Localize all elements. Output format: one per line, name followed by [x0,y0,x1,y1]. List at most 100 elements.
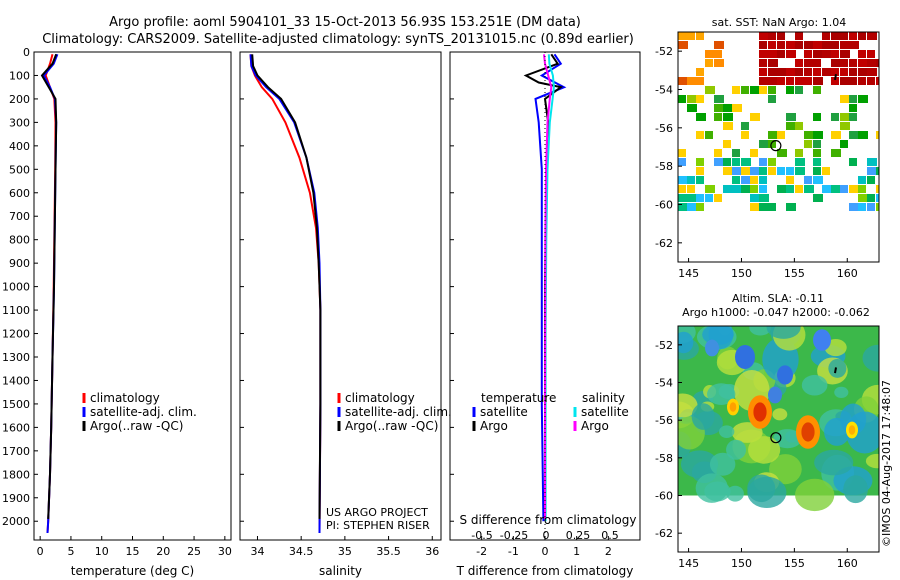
sst-cell [831,68,839,76]
sst-cell [813,41,823,49]
sst-cell [768,68,778,76]
sst-cell [768,95,776,103]
sst-map-panel: 145 150 155 160 -52 -54 -56 -58 -60 -62 sat. SST: … [655,16,880,280]
legend-label: satellite-adj. clim. [345,405,452,419]
sst-cell [714,149,722,157]
sla-low [735,345,755,369]
sla-high-core [848,425,856,435]
sst-cell [804,131,814,139]
y-tick-label: 1700 [2,445,30,458]
x-tick-label: 145 [678,267,699,280]
sst-cell [696,167,704,175]
y-tick-label: 400 [9,140,30,153]
sst-cell [831,149,841,157]
sst-cell [750,113,760,121]
sst-cell [876,59,879,67]
sst-cell [804,185,814,193]
sst-cell [786,68,796,76]
sst-cell [750,149,758,157]
sst-cell [795,86,803,94]
difference-panel: -2 -1 0 1 2 T difference from climatology -0.5… [449,51,641,578]
y-tick-label: 100 [9,69,30,82]
sla-blob [731,422,763,443]
y-tick-label: 600 [9,187,30,200]
sla-blob [828,358,847,378]
sst-cell [705,59,713,67]
sst-cell [867,203,875,211]
sst-cell [786,86,794,94]
sst-cell [840,113,850,121]
y-tick-label: 1900 [2,492,30,505]
sst-cell [849,131,859,139]
sst-cell [750,185,758,193]
x-tick-label: 150 [731,267,752,280]
series-line [40,53,58,519]
y-tick-label: -60 [655,199,673,212]
x-tick-label: 2 [605,545,612,558]
sst-cell [840,140,848,148]
legend-label: satellite-adj. clim. [90,405,197,419]
sla-blob [766,326,801,339]
sst-cell [777,68,787,76]
sst-cell [687,194,697,202]
sst-cell [786,41,796,49]
sla-low [768,386,782,404]
y-tick-label: 900 [9,257,30,270]
sst-cell [858,50,866,58]
y-tick-label: -60 [655,490,673,503]
sst-cell [678,149,686,157]
sst-cell [687,104,697,112]
sst-cell [732,104,742,112]
sst-cell [858,176,866,184]
x-tick-label: 35 [338,545,352,558]
sst-cell [678,32,688,40]
series-line [249,54,322,534]
sst-cell [687,185,695,193]
sst-cell [813,140,821,148]
series-line [543,54,553,519]
sst-cell [813,113,821,121]
x-tick-label: 1 [573,545,580,558]
x-tick-label: 20 [156,545,170,558]
sst-cell [831,185,841,193]
x-tick-label: 155 [784,557,805,570]
sla-blob [801,374,828,396]
sst-cell [876,194,879,202]
x-tick-label: 155 [784,267,805,280]
x-tick-label: -1 [508,545,519,558]
sst-cell [849,32,857,40]
map-body [678,32,879,211]
sst-cell [732,149,740,157]
series-line [249,54,322,534]
sst-cell [678,95,686,103]
series-line [251,54,322,519]
sla-blob [747,476,787,509]
sst-cell [759,59,767,67]
sst-cell [759,50,769,58]
sst-cell [786,203,796,211]
sst-cell [804,50,812,58]
island-mark [834,73,837,81]
legend-label: Argo [581,419,609,433]
sst-cell [732,86,740,94]
sst-cell [678,176,688,184]
sst-cell [795,32,803,40]
y-tick-label: -62 [655,237,673,250]
sst-cell [822,68,832,76]
sst-cell [813,68,821,76]
sst-cell [759,176,767,184]
sst-cell [858,95,868,103]
sst-cell [876,167,879,175]
legend-label: climatology [90,391,160,405]
temperature-panel: 0100200300400500600700800900100011001200… [2,46,232,578]
sst-cell [858,131,868,139]
sla-blob [772,408,788,421]
sst-cell [786,122,796,130]
sst-cell [723,140,731,148]
sla-high-core [753,402,767,422]
sla-blob [726,485,744,502]
x-tick-label: 10 [95,545,109,558]
top-tick-label: 0.25 [566,529,591,542]
sst-cell [732,185,742,193]
legend-label: Argo(..raw -QC) [345,419,438,433]
